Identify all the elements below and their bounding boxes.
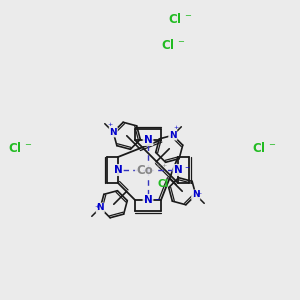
- Text: N: N: [192, 190, 200, 200]
- Text: $^+$: $^+$: [195, 191, 203, 200]
- Text: Cl $^{-}$: Cl $^{-}$: [252, 141, 277, 155]
- Text: Cl $^{-}$: Cl $^{-}$: [168, 12, 193, 26]
- Text: N: N: [96, 203, 104, 212]
- Text: N: N: [144, 135, 152, 145]
- Text: $^+$: $^+$: [106, 121, 114, 130]
- Text: N: N: [169, 131, 177, 140]
- Text: Cl $^{-}$: Cl $^{-}$: [8, 141, 33, 155]
- Text: $^-$: $^-$: [183, 164, 191, 172]
- Text: Cl: Cl: [157, 179, 168, 189]
- Text: Co: Co: [136, 164, 153, 176]
- Text: N: N: [144, 195, 152, 205]
- Text: $^+$: $^+$: [172, 124, 180, 133]
- Text: Cl $^{-}$: Cl $^{-}$: [161, 38, 186, 52]
- Text: $^+$: $^+$: [93, 204, 101, 213]
- Text: $^-$: $^-$: [153, 196, 161, 205]
- Text: $^{++}$: $^{++}$: [155, 163, 168, 172]
- Text: N: N: [174, 165, 182, 175]
- Text: N: N: [114, 165, 122, 175]
- Text: N: N: [110, 128, 117, 136]
